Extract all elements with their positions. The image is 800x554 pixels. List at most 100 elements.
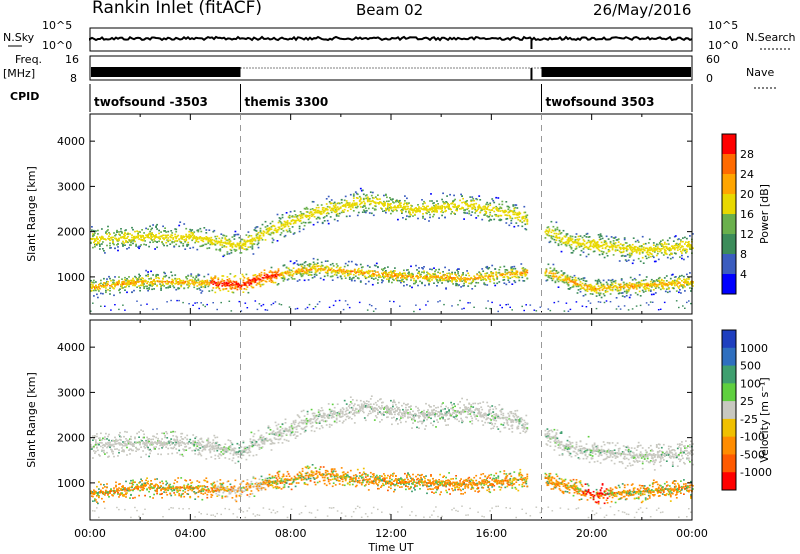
data-pixel	[675, 300, 678, 302]
data-pixel	[169, 284, 172, 287]
data-pixel	[312, 261, 315, 264]
data-pixel	[601, 289, 604, 291]
data-pixel	[217, 281, 220, 283]
data-pixel	[665, 253, 668, 255]
data-pixel	[401, 280, 403, 282]
data-pixel	[559, 279, 562, 282]
data-pixel	[335, 215, 338, 217]
data-pixel	[510, 222, 513, 224]
data-pixel	[118, 231, 120, 233]
data-pixel	[600, 296, 603, 299]
data-pixel	[615, 286, 618, 289]
data-pixel	[525, 270, 528, 273]
data-pixel	[477, 208, 480, 210]
data-pixel	[466, 203, 468, 206]
data-pixel	[574, 282, 577, 284]
data-pixel	[201, 283, 204, 286]
data-pixel	[617, 283, 620, 285]
data-pixel	[286, 270, 289, 273]
data-pixel	[202, 304, 204, 306]
data-pixel	[112, 239, 114, 241]
data-pixel	[459, 278, 461, 281]
data-pixel	[220, 239, 223, 242]
data-pixel	[649, 301, 652, 303]
data-pixel	[301, 214, 304, 216]
data-pixel	[432, 207, 434, 210]
data-pixel	[334, 271, 337, 274]
data-pixel	[210, 276, 213, 279]
data-pixel	[479, 211, 482, 214]
data-pixel	[614, 282, 617, 284]
data-pixel	[200, 286, 203, 288]
data-pixel	[685, 248, 687, 250]
data-pixel	[427, 205, 429, 208]
data-pixel	[347, 206, 350, 209]
data-pixel	[403, 281, 405, 283]
data-pixel	[492, 207, 495, 209]
data-pixel	[652, 284, 655, 286]
data-pixel	[311, 208, 314, 210]
data-pixel	[341, 273, 344, 275]
data-pixel	[449, 193, 451, 196]
data-pixel	[321, 264, 324, 267]
data-pixel	[440, 275, 442, 278]
data-pixel	[617, 289, 620, 292]
data-pixel	[140, 236, 142, 239]
data-pixel	[147, 273, 149, 276]
data-pixel	[591, 245, 594, 248]
data-pixel	[260, 232, 263, 234]
data-pixel	[580, 245, 583, 248]
colorbar-swatch	[722, 174, 736, 195]
data-pixel	[445, 210, 447, 212]
data-pixel	[642, 286, 645, 289]
data-pixel	[474, 208, 477, 211]
data-pixel	[560, 274, 563, 276]
data-pixel	[111, 283, 113, 286]
data-pixel	[407, 272, 409, 275]
data-pixel	[187, 241, 190, 244]
data-pixel	[406, 197, 408, 200]
data-pixel	[451, 278, 453, 280]
data-pixel	[330, 267, 333, 270]
data-pixel	[409, 285, 411, 287]
data-pixel	[388, 273, 390, 276]
data-pixel	[124, 487, 126, 489]
data-pixel	[325, 208, 328, 210]
data-pixel	[660, 282, 663, 284]
data-pixel	[271, 274, 274, 277]
data-pixel	[332, 205, 335, 207]
data-pixel	[185, 239, 188, 242]
data-pixel	[117, 493, 119, 495]
data-pixel	[139, 289, 141, 292]
data-pixel	[627, 245, 630, 247]
data-pixel	[172, 281, 175, 284]
data-pixel	[116, 281, 118, 284]
data-pixel	[153, 238, 155, 241]
data-pixel	[454, 277, 456, 279]
data-pixel	[147, 275, 149, 278]
data-pixel	[283, 276, 286, 279]
data-pixel	[272, 231, 275, 234]
data-pixel	[305, 268, 308, 271]
data-pixel	[321, 208, 324, 211]
data-pixel	[156, 308, 158, 310]
data-pixel	[427, 279, 429, 282]
data-pixel	[676, 280, 679, 283]
data-pixel	[686, 280, 688, 283]
data-pixel	[402, 275, 404, 277]
data-pixel	[152, 280, 154, 282]
data-pixel	[688, 241, 690, 243]
data-pixel	[289, 231, 292, 233]
data-pixel	[193, 284, 196, 286]
data-pixel	[433, 202, 435, 204]
data-pixel	[187, 281, 190, 284]
data-pixel	[122, 240, 124, 243]
data-pixel	[390, 207, 392, 210]
data-pixel	[216, 235, 219, 238]
data-pixel	[378, 274, 380, 277]
data-pixel	[184, 280, 187, 283]
data-pixel	[355, 204, 358, 206]
data-pixel	[504, 273, 507, 276]
data-pixel	[234, 284, 237, 286]
